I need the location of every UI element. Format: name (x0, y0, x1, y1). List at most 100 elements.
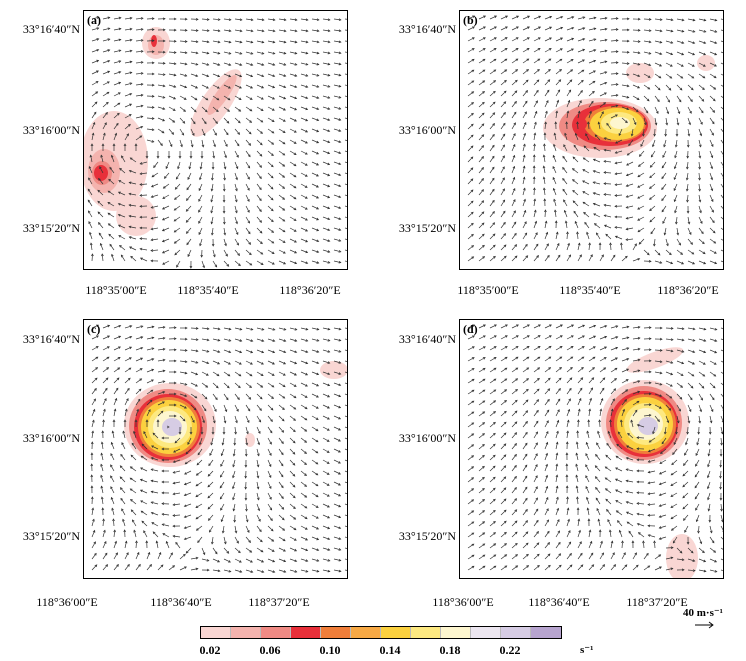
wind-vector (289, 95, 297, 99)
wind-vector (577, 388, 583, 395)
wind-vector (108, 223, 115, 229)
wind-vector-head (674, 155, 677, 159)
wind-vector-head (658, 537, 662, 540)
wind-vector-head (692, 52, 696, 56)
wind-vector-head (628, 143, 631, 147)
wind-vector-head (525, 531, 529, 535)
wind-vector-head (207, 473, 211, 477)
wind-vector (665, 393, 672, 399)
wind-vector-head (316, 173, 319, 177)
wind-vector-head (545, 110, 548, 114)
lat-tick: 33°15′20″N (22, 221, 80, 235)
wind-vector-head (492, 476, 496, 480)
wind-vector-head (470, 211, 474, 215)
wind-vector (168, 62, 176, 65)
wind-vector-head (258, 518, 261, 522)
wind-vector (190, 415, 195, 423)
wind-vector (267, 525, 274, 532)
colorbar-swatch (231, 627, 261, 638)
wind-vector (654, 95, 660, 102)
wind-vector (179, 404, 187, 409)
wind-vector (278, 128, 286, 133)
wind-vector (245, 360, 253, 365)
wind-vector (267, 360, 275, 365)
wind-vector-head (626, 358, 630, 361)
wind-vector (615, 500, 623, 505)
wind-vector-head (670, 516, 674, 520)
wind-vector (478, 455, 485, 461)
wind-vector-head (139, 226, 143, 230)
wind-vector (632, 84, 640, 89)
wind-vector-head (515, 346, 519, 349)
wind-vector (197, 448, 203, 455)
wind-vector-head (228, 74, 232, 78)
wind-vector-head (709, 530, 713, 534)
wind-vector-head (691, 251, 695, 255)
wind-vector-head (702, 373, 706, 377)
wind-vector-head (545, 452, 549, 456)
wind-vector-head (176, 264, 179, 268)
wind-vector-head (315, 505, 319, 508)
wind-vector (212, 29, 220, 32)
wind-vector-head (228, 327, 232, 331)
wind-vector (91, 409, 96, 417)
wind-vector-head (211, 177, 214, 181)
wind-vector-head (658, 504, 662, 507)
wind-vector-head (221, 442, 225, 446)
wind-vector-head (637, 196, 640, 199)
wind-vector-head (637, 380, 641, 383)
wind-vector-head (305, 384, 308, 387)
wind-vector (632, 117, 637, 125)
wind-vector-head (612, 552, 615, 555)
wind-vector-head (327, 239, 331, 242)
wind-vector-head (535, 431, 538, 435)
wind-vector-head (555, 485, 559, 489)
wind-vector (566, 431, 569, 439)
wind-vector (289, 150, 297, 155)
wind-vector (654, 51, 662, 55)
wind-vector-head (565, 452, 569, 456)
wind-vector-head (272, 85, 276, 89)
wind-vector (300, 95, 308, 99)
wind-vector (234, 95, 242, 100)
wind-vector-head (591, 564, 595, 567)
wind-vector-head (535, 453, 538, 457)
wind-vector-head (106, 91, 110, 95)
wind-vector (555, 431, 559, 439)
wind-vector (670, 481, 678, 486)
wind-vector (720, 547, 723, 550)
wind-vector-head (552, 165, 556, 169)
wind-vector-head (198, 221, 201, 224)
wind-vector-head (699, 221, 703, 224)
wind-vector-head (239, 339, 243, 342)
wind-vector (300, 360, 308, 364)
wind-vector (124, 133, 129, 141)
wind-vector (511, 487, 517, 494)
wind-vector (333, 117, 341, 121)
wind-vector (720, 117, 723, 121)
wind-vector-head (139, 237, 143, 240)
wind-vector (709, 227, 716, 234)
wind-vector (720, 481, 722, 490)
wind-vector (146, 326, 154, 329)
wind-vector-head (535, 464, 538, 467)
wind-vector-head (95, 81, 99, 84)
wind-vector (467, 113, 474, 119)
wind-vector (300, 117, 308, 122)
wind-vector-head (577, 242, 581, 246)
wind-vector (300, 349, 308, 353)
wind-vector-head (327, 118, 331, 121)
wind-vector-head (129, 157, 133, 161)
wind-vector (179, 566, 187, 571)
wind-vector-head (183, 537, 187, 541)
wind-vector (687, 62, 695, 67)
wind-vector-head (503, 90, 507, 94)
wind-vector (311, 172, 319, 177)
wind-vector-head (151, 368, 155, 372)
wind-vector-head (268, 486, 272, 490)
wind-vector (665, 327, 674, 329)
wind-vector (179, 371, 187, 374)
wind-vector (300, 481, 307, 487)
wind-vector (610, 357, 618, 362)
wind-vector-head (259, 396, 263, 400)
